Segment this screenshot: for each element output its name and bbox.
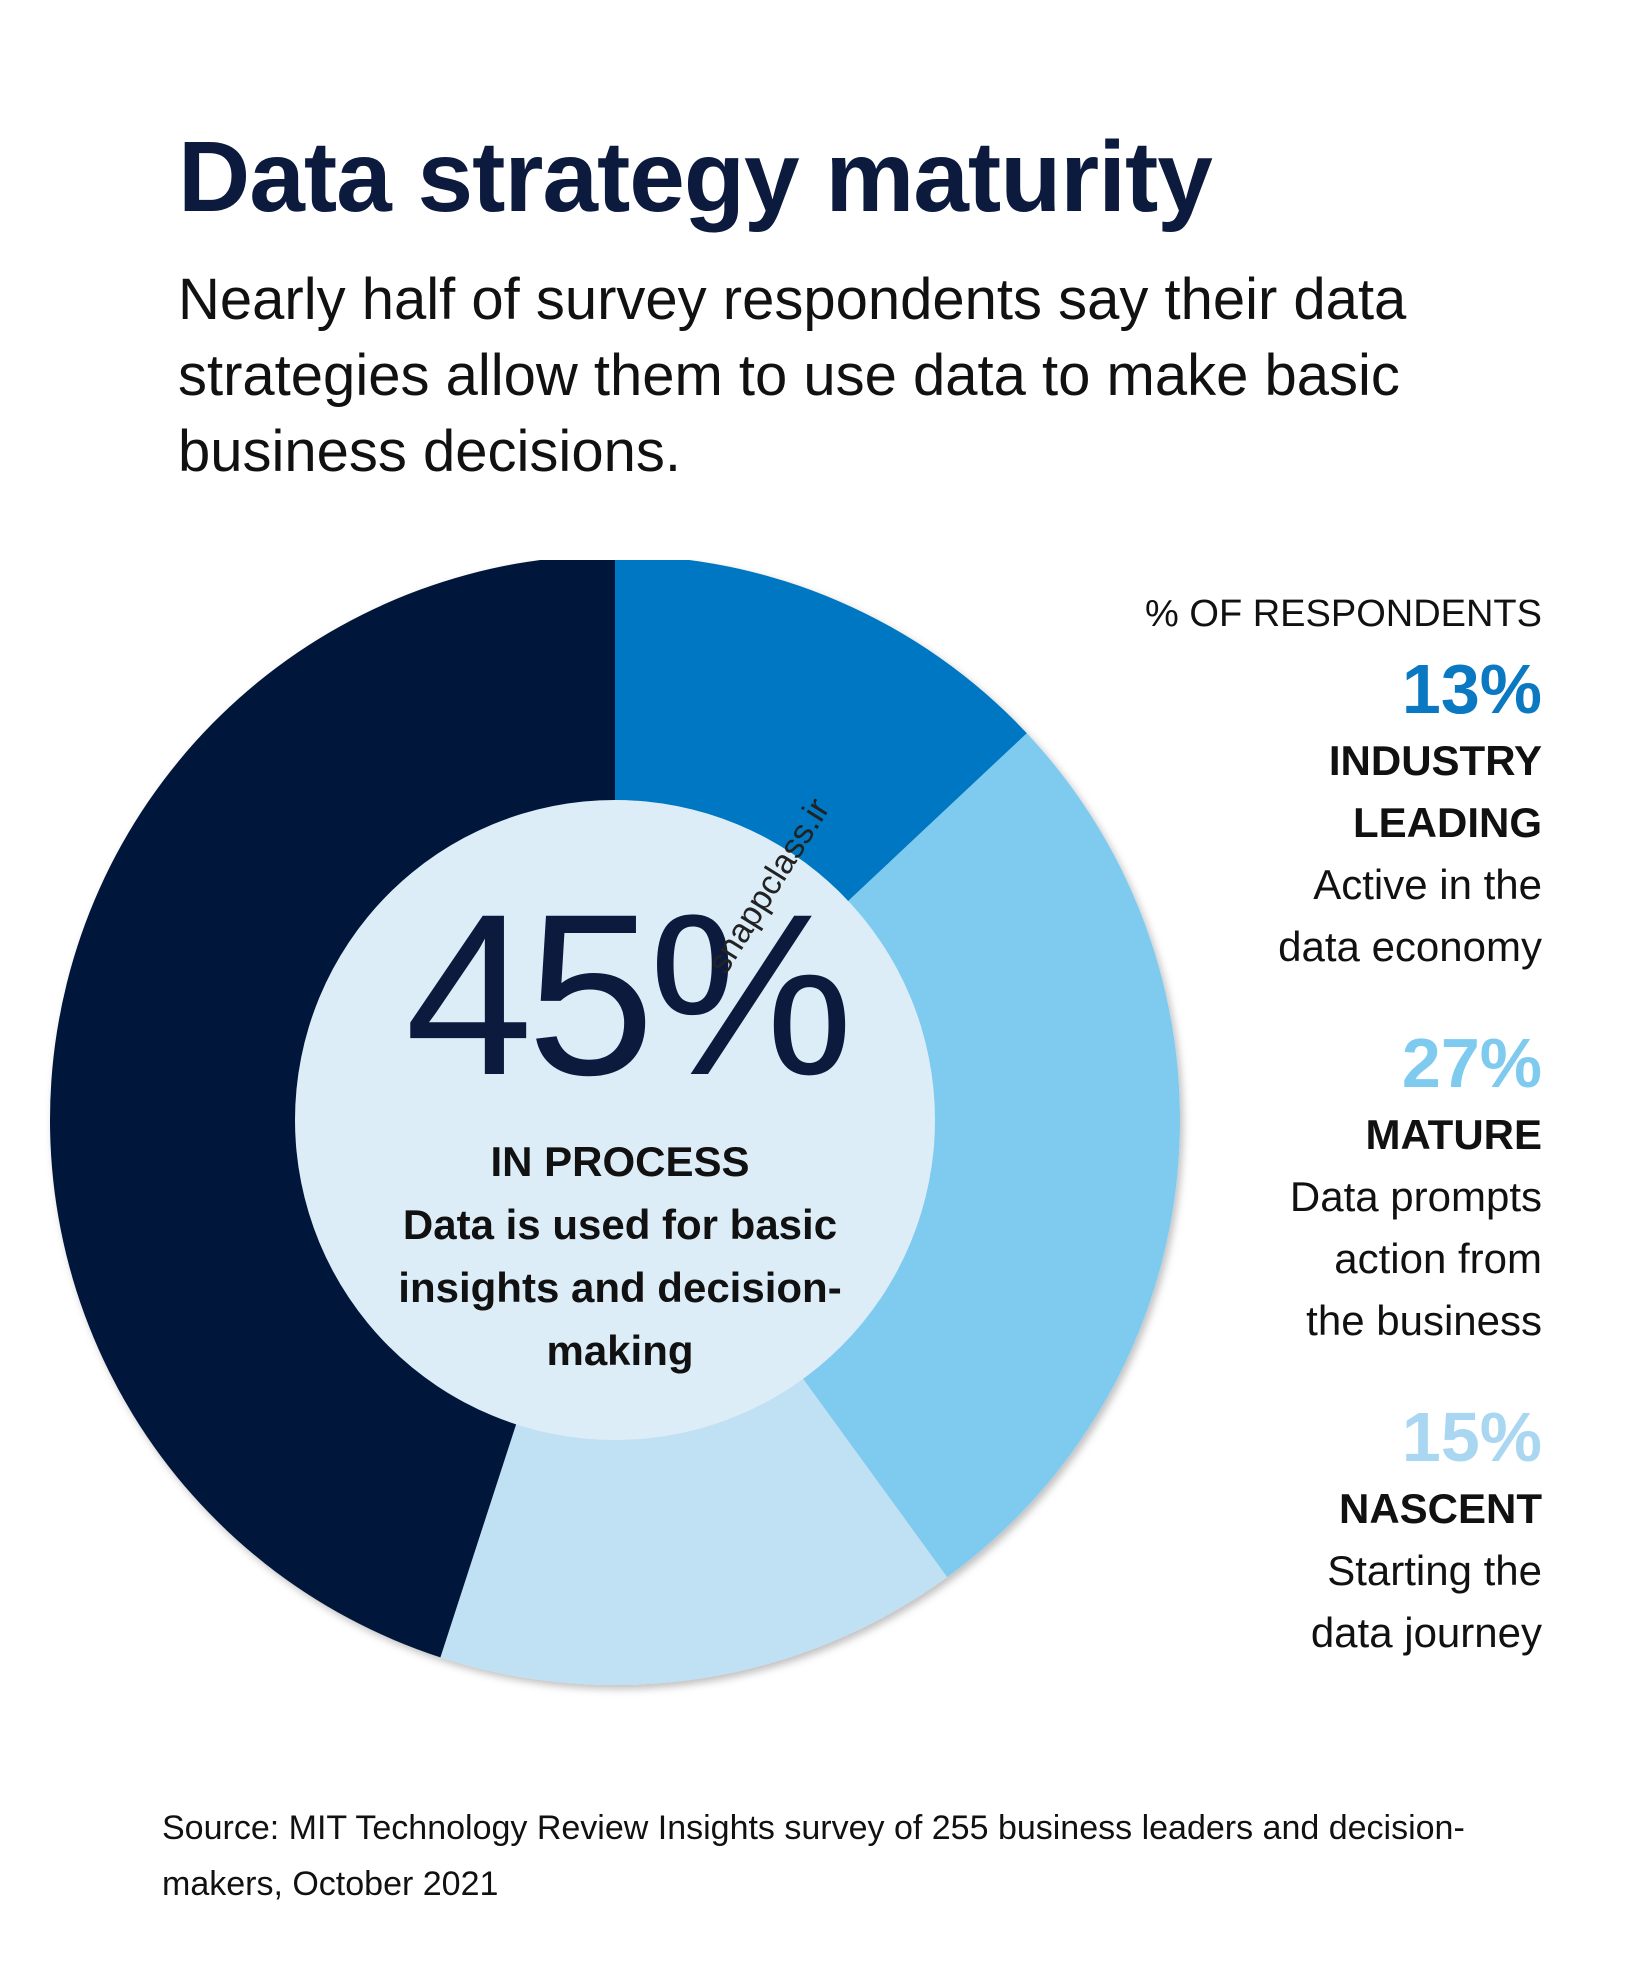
chart-title: Data strategy maturity [178, 121, 1213, 233]
legend-name: INDUSTRY [1328, 737, 1542, 784]
legend-description: Starting the [1327, 1547, 1542, 1594]
legend-name: LEADING [1353, 799, 1542, 846]
legend-description: the business [1306, 1297, 1542, 1344]
legend: % OF RESPONDENTS 13% INDUSTRY LEADING Ac… [1022, 592, 1542, 1708]
legend-description: action from [1334, 1235, 1542, 1282]
legend-description: data journey [1310, 1609, 1542, 1656]
donut-center [295, 800, 935, 1440]
center-description: Data is used for basic insights and deci… [398, 1201, 842, 1374]
source-note: Source: MIT Technology Review Insights s… [162, 1809, 1465, 1903]
center-name: IN PROCESS [490, 1138, 750, 1185]
legend-item-nascent: 15% NASCENT Starting the data journey [1022, 1396, 1542, 1664]
legend-description: Active in the [1313, 861, 1542, 908]
legend-item-industry-leading: 13% INDUSTRY LEADING Active in the data … [1022, 648, 1542, 978]
legend-description: Data prompts [1289, 1173, 1542, 1220]
legend-value: 13% [1401, 650, 1542, 728]
legend-description: data economy [1278, 923, 1542, 970]
donut-chart [49, 560, 1180, 1685]
legend-value: 15% [1401, 1398, 1542, 1476]
center-label: IN PROCESS Data is used for basic insigh… [390, 1130, 850, 1382]
center-value: 45% [405, 866, 853, 1123]
legend-name: MATURE [1365, 1111, 1542, 1158]
legend-item-mature: 27% MATURE Data prompts action from the … [1022, 1022, 1542, 1352]
chart-subtitle: Nearly half of survey respondents say th… [178, 267, 1407, 484]
legend-header: % OF RESPONDENTS [1145, 593, 1542, 635]
legend-value: 27% [1401, 1024, 1542, 1102]
legend-name: NASCENT [1338, 1485, 1542, 1532]
